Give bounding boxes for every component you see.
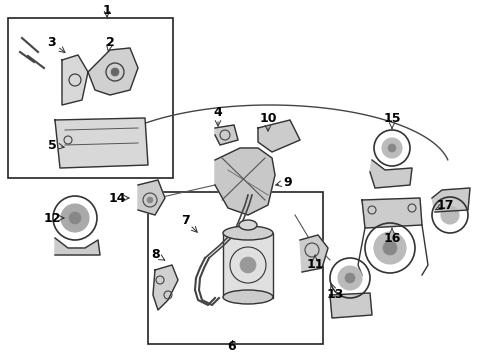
Text: 17: 17 bbox=[435, 198, 453, 212]
Polygon shape bbox=[329, 293, 371, 318]
Bar bbox=[148, 192, 323, 344]
Circle shape bbox=[382, 241, 396, 255]
Circle shape bbox=[440, 206, 458, 224]
Polygon shape bbox=[299, 235, 327, 272]
Text: 3: 3 bbox=[48, 36, 56, 49]
Polygon shape bbox=[215, 148, 274, 215]
Text: 12: 12 bbox=[43, 212, 61, 225]
Circle shape bbox=[381, 138, 401, 158]
Bar bbox=[223, 233, 272, 298]
Text: 8: 8 bbox=[151, 248, 160, 261]
Ellipse shape bbox=[223, 226, 272, 240]
Ellipse shape bbox=[223, 290, 272, 304]
Circle shape bbox=[345, 273, 354, 283]
Circle shape bbox=[387, 144, 395, 152]
Text: 16: 16 bbox=[383, 231, 400, 244]
Circle shape bbox=[61, 204, 89, 232]
Text: 2: 2 bbox=[105, 36, 114, 49]
Polygon shape bbox=[258, 120, 299, 152]
Text: 4: 4 bbox=[213, 105, 222, 118]
Polygon shape bbox=[55, 238, 100, 255]
Circle shape bbox=[337, 266, 361, 290]
Text: 10: 10 bbox=[259, 112, 276, 125]
Text: 5: 5 bbox=[47, 139, 56, 152]
Text: 13: 13 bbox=[325, 288, 343, 302]
Text: 7: 7 bbox=[180, 213, 189, 226]
Text: 15: 15 bbox=[383, 112, 400, 125]
Polygon shape bbox=[369, 160, 411, 188]
Polygon shape bbox=[215, 125, 238, 145]
Circle shape bbox=[373, 232, 405, 264]
Text: 1: 1 bbox=[102, 4, 111, 17]
Polygon shape bbox=[431, 188, 469, 212]
Polygon shape bbox=[361, 198, 421, 228]
Polygon shape bbox=[62, 55, 88, 105]
Circle shape bbox=[240, 257, 256, 273]
Circle shape bbox=[111, 68, 119, 76]
Text: 6: 6 bbox=[227, 341, 236, 354]
Polygon shape bbox=[138, 180, 164, 215]
Text: 9: 9 bbox=[283, 176, 292, 189]
Ellipse shape bbox=[239, 220, 257, 230]
Bar bbox=[8, 18, 173, 178]
Text: 11: 11 bbox=[305, 258, 323, 271]
Polygon shape bbox=[153, 265, 178, 310]
Polygon shape bbox=[55, 118, 148, 168]
Text: 14: 14 bbox=[108, 192, 125, 204]
Circle shape bbox=[147, 197, 153, 203]
Circle shape bbox=[69, 212, 81, 224]
Polygon shape bbox=[88, 48, 138, 95]
